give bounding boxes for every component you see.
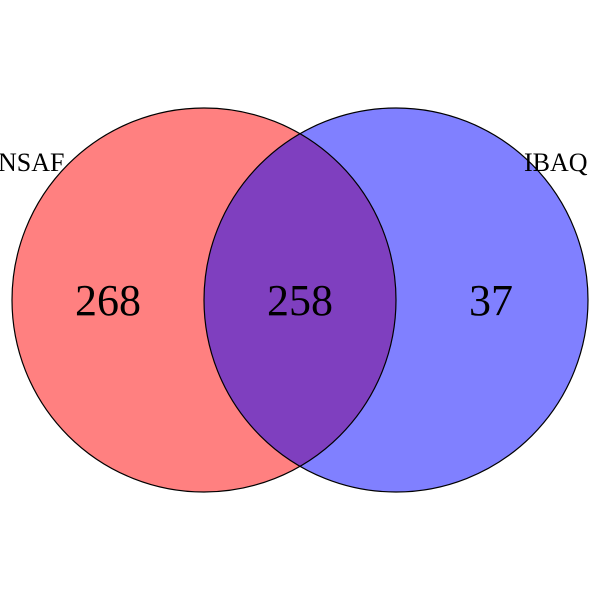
overlap-count: 258 [267,276,333,325]
ibaq-set-label: IBAQ [524,148,588,177]
overlap-region [204,108,396,492]
ibaq-circle-outline [203,107,589,493]
ibaq-only-count: 37 [469,276,513,325]
nsaf-set-label: NSAF [0,148,64,177]
nsaf-circle-outline [11,107,397,493]
nsaf-only-count: 268 [75,276,141,325]
